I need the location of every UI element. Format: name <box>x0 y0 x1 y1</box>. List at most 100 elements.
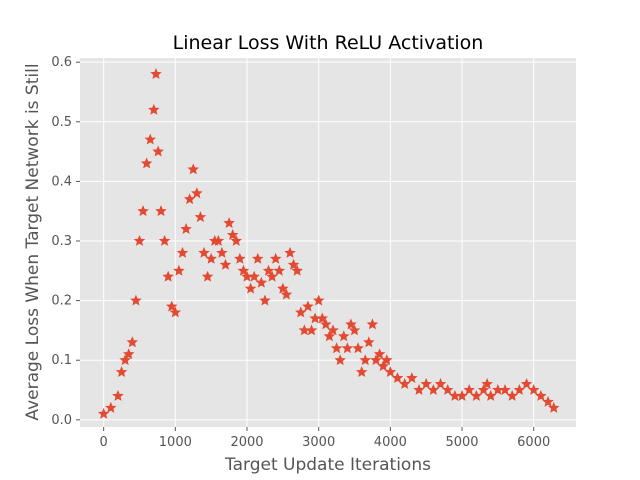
data-point <box>183 193 196 205</box>
y-tick-label: 0.4 <box>51 174 72 189</box>
data-point <box>305 324 318 336</box>
chart-title: Linear Loss With ReLU Activation <box>173 32 484 54</box>
data-point <box>234 252 246 264</box>
data-point <box>316 312 329 324</box>
data-point <box>391 372 404 384</box>
data-point <box>187 163 199 175</box>
x-tick-label: 1000 <box>159 435 192 450</box>
data-point <box>420 378 432 389</box>
x-tick-label: 3000 <box>302 435 335 450</box>
data-point <box>137 205 149 217</box>
data-point <box>381 354 393 366</box>
data-point <box>115 366 128 378</box>
data-point <box>338 330 350 342</box>
data-point <box>273 264 286 276</box>
data-point <box>266 270 278 282</box>
data-point <box>130 294 142 306</box>
data-point <box>255 276 268 288</box>
data-point <box>277 282 289 294</box>
data-point <box>248 270 260 282</box>
x-tick-label: 5000 <box>445 435 478 450</box>
data-point <box>173 264 185 276</box>
data-point <box>370 354 382 366</box>
data-point <box>269 252 282 264</box>
data-point <box>542 395 554 407</box>
data-point <box>327 324 339 336</box>
data-point <box>527 383 540 395</box>
data-point <box>198 246 210 258</box>
data-point <box>406 372 418 384</box>
data-point <box>97 407 110 419</box>
data-point <box>191 187 203 199</box>
data-point <box>302 300 314 312</box>
data-point <box>226 229 239 240</box>
data-point <box>119 354 131 366</box>
data-point <box>162 270 174 282</box>
data-point <box>176 246 189 258</box>
data-point <box>441 383 454 395</box>
data-point <box>152 145 164 157</box>
data-point <box>320 318 332 330</box>
data-point <box>413 383 425 395</box>
data-point <box>133 234 146 246</box>
y-axis-ticks: 0.0 0.1 0.2 0.3 0.4 0.5 0.6 <box>51 55 80 428</box>
data-point <box>216 246 228 258</box>
data-point <box>165 300 178 312</box>
data-point <box>212 234 225 246</box>
y-tick-label: 0.3 <box>51 234 72 249</box>
data-point <box>345 318 357 330</box>
y-tick-label: 0.0 <box>51 413 72 428</box>
data-point <box>148 103 160 115</box>
data-point <box>463 383 475 395</box>
data-point <box>201 270 214 282</box>
data-point <box>259 294 271 306</box>
data-point <box>398 378 411 389</box>
data-point <box>377 360 389 372</box>
data-point <box>548 401 560 413</box>
data-point <box>295 306 307 318</box>
x-tick-label: 4000 <box>374 435 407 450</box>
data-point <box>122 348 135 360</box>
data-point <box>230 234 243 246</box>
data-point <box>373 348 386 360</box>
data-point <box>384 366 397 378</box>
data-point <box>223 217 235 229</box>
x-axis-ticks: 0 1000 2000 3000 4000 5000 6000 <box>100 427 550 450</box>
data-point <box>520 378 533 389</box>
y-axis-label: Average Loss When Target Network is Stil… <box>23 63 43 420</box>
data-point <box>252 252 264 264</box>
data-point <box>291 264 303 276</box>
y-tick-label: 0.6 <box>51 55 72 70</box>
data-point <box>427 383 440 395</box>
y-tick-label: 0.2 <box>51 294 72 309</box>
data-point <box>112 389 124 401</box>
plot-background <box>80 58 576 427</box>
x-tick-label: 2000 <box>230 435 263 450</box>
data-point <box>477 383 490 395</box>
data-point <box>262 264 275 276</box>
data-point <box>481 378 493 389</box>
data-point <box>287 258 300 270</box>
data-point <box>169 306 182 318</box>
data-point <box>456 389 468 401</box>
data-point <box>244 282 257 294</box>
data-points <box>97 68 560 419</box>
data-point <box>280 288 293 300</box>
data-point <box>499 383 511 395</box>
data-point <box>484 389 497 401</box>
data-point <box>105 401 117 413</box>
data-point <box>434 378 447 389</box>
data-point <box>470 389 483 401</box>
data-point <box>150 68 162 79</box>
data-point <box>359 354 372 366</box>
data-point <box>334 354 346 366</box>
x-tick-label: 0 <box>100 435 108 450</box>
data-point <box>513 383 526 395</box>
data-point <box>363 336 375 348</box>
data-point <box>341 342 354 354</box>
data-point <box>219 258 232 270</box>
x-axis-label: Target Update Iterations <box>224 455 431 475</box>
data-point <box>284 246 296 258</box>
data-point <box>330 342 343 354</box>
y-tick-label: 0.5 <box>51 115 72 130</box>
